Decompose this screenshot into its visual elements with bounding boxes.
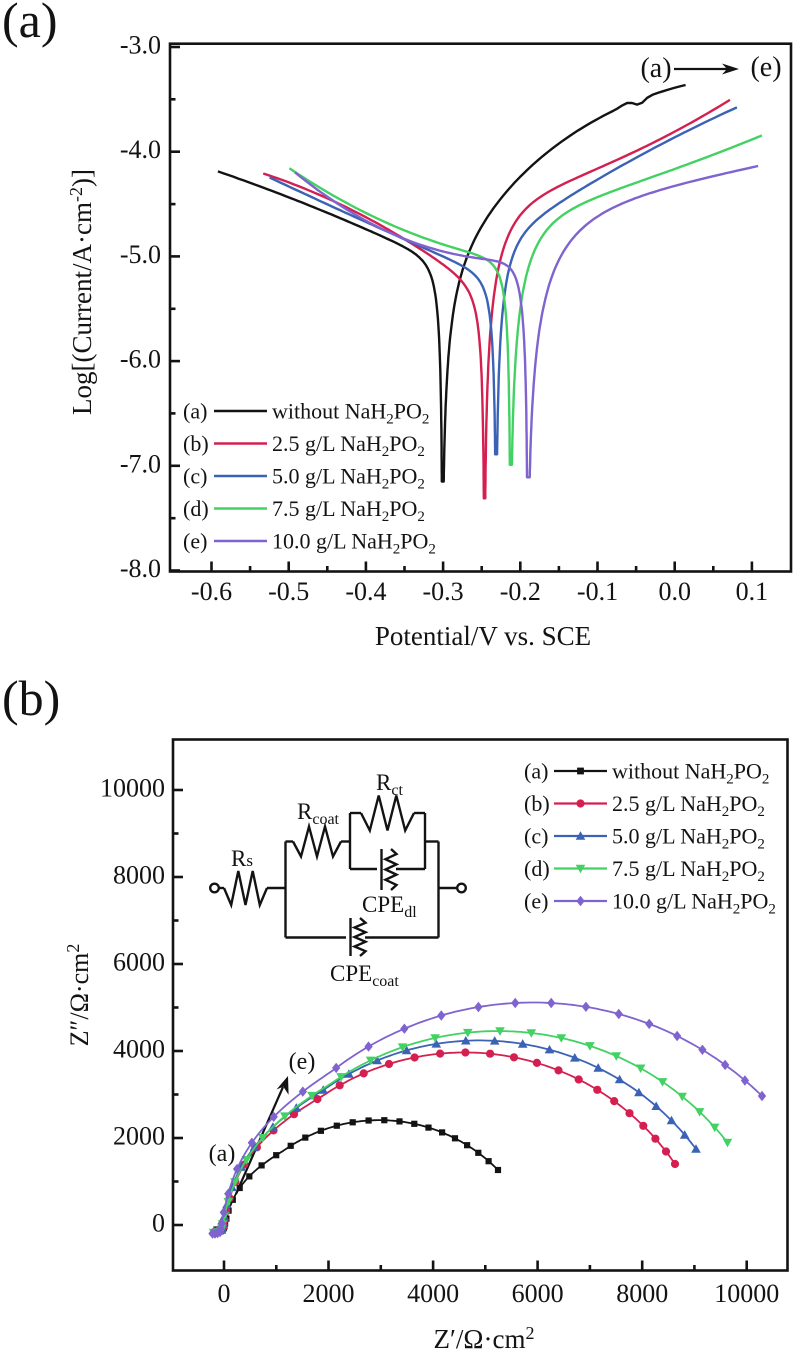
svg-text:2000: 2000 xyxy=(303,1279,355,1308)
svg-text:-4.0: -4.0 xyxy=(120,135,161,164)
svg-text:2.5 g/L NaH2PO2: 2.5 g/L NaH2PO2 xyxy=(612,791,765,820)
svg-text:0: 0 xyxy=(152,1209,165,1238)
svg-text:2.5 g/L NaH2PO2: 2.5 g/L NaH2PO2 xyxy=(272,431,425,460)
svg-text:8000: 8000 xyxy=(113,861,165,890)
svg-text:Rs: Rs xyxy=(231,846,253,871)
svg-text:(a): (a) xyxy=(524,759,548,784)
svg-text:-0.2: -0.2 xyxy=(500,577,541,606)
svg-text:-0.3: -0.3 xyxy=(423,577,464,606)
svg-text:(e): (e) xyxy=(289,1049,316,1075)
svg-text:(b): (b) xyxy=(2,670,60,726)
svg-text:Potential/V vs. SCE: Potential/V vs. SCE xyxy=(375,621,591,651)
svg-text:(a): (a) xyxy=(640,53,671,84)
svg-text:-6.0: -6.0 xyxy=(120,345,161,374)
svg-text:(d): (d) xyxy=(183,496,209,521)
svg-text:10000: 10000 xyxy=(714,1279,779,1308)
svg-text:-7.0: -7.0 xyxy=(120,449,161,478)
svg-text:(e): (e) xyxy=(750,52,781,83)
svg-text:6000: 6000 xyxy=(113,948,165,977)
svg-text:without NaH2PO2: without NaH2PO2 xyxy=(612,759,769,788)
svg-text:10.0 g/L NaH2PO2: 10.0 g/L NaH2PO2 xyxy=(612,889,776,918)
svg-text:Z′/Ω·cm2: Z′/Ω·cm2 xyxy=(434,1323,535,1354)
svg-text:-5.0: -5.0 xyxy=(120,240,161,269)
svg-text:(e): (e) xyxy=(183,529,207,554)
svg-text:(c): (c) xyxy=(183,464,207,489)
svg-text:10000: 10000 xyxy=(100,774,165,803)
svg-text:(a): (a) xyxy=(183,399,207,424)
svg-text:Z″/Ω·cm2: Z″/Ω·cm2 xyxy=(63,944,94,1047)
svg-text:4000: 4000 xyxy=(407,1279,459,1308)
svg-text:7.5 g/L NaH2PO2: 7.5 g/L NaH2PO2 xyxy=(612,856,765,885)
svg-text:2000: 2000 xyxy=(113,1122,165,1151)
svg-text:0.1: 0.1 xyxy=(736,577,769,606)
svg-text:(b): (b) xyxy=(183,431,209,456)
svg-text:7.5 g/L NaH2PO2: 7.5 g/L NaH2PO2 xyxy=(272,496,425,525)
svg-text:5.0 g/L NaH2PO2: 5.0 g/L NaH2PO2 xyxy=(612,824,765,853)
svg-text:-3.0: -3.0 xyxy=(120,31,161,60)
svg-text:Log[(Current/A·cm-2)]: Log[(Current/A·cm-2)] xyxy=(66,169,97,415)
svg-text:(a): (a) xyxy=(2,0,58,48)
svg-text:(d): (d) xyxy=(524,856,550,881)
svg-text:(e): (e) xyxy=(524,889,548,914)
svg-text:6000: 6000 xyxy=(512,1279,564,1308)
svg-text:-8.0: -8.0 xyxy=(120,554,161,583)
svg-text:-0.1: -0.1 xyxy=(577,577,618,606)
svg-text:-0.6: -0.6 xyxy=(191,577,232,606)
svg-text:-0.5: -0.5 xyxy=(268,577,309,606)
svg-text:0: 0 xyxy=(218,1279,231,1308)
svg-text:0.0: 0.0 xyxy=(658,577,691,606)
svg-text:(b): (b) xyxy=(524,791,550,816)
svg-text:without NaH2PO2: without NaH2PO2 xyxy=(272,399,429,428)
svg-text:8000: 8000 xyxy=(616,1279,668,1308)
svg-text:5.0 g/L NaH2PO2: 5.0 g/L NaH2PO2 xyxy=(272,464,425,493)
svg-text:(c): (c) xyxy=(524,824,548,849)
svg-text:4000: 4000 xyxy=(113,1035,165,1064)
svg-text:-0.4: -0.4 xyxy=(345,577,386,606)
svg-text:(a): (a) xyxy=(209,1141,236,1167)
svg-text:10.0 g/L NaH2PO2: 10.0 g/L NaH2PO2 xyxy=(272,529,436,558)
